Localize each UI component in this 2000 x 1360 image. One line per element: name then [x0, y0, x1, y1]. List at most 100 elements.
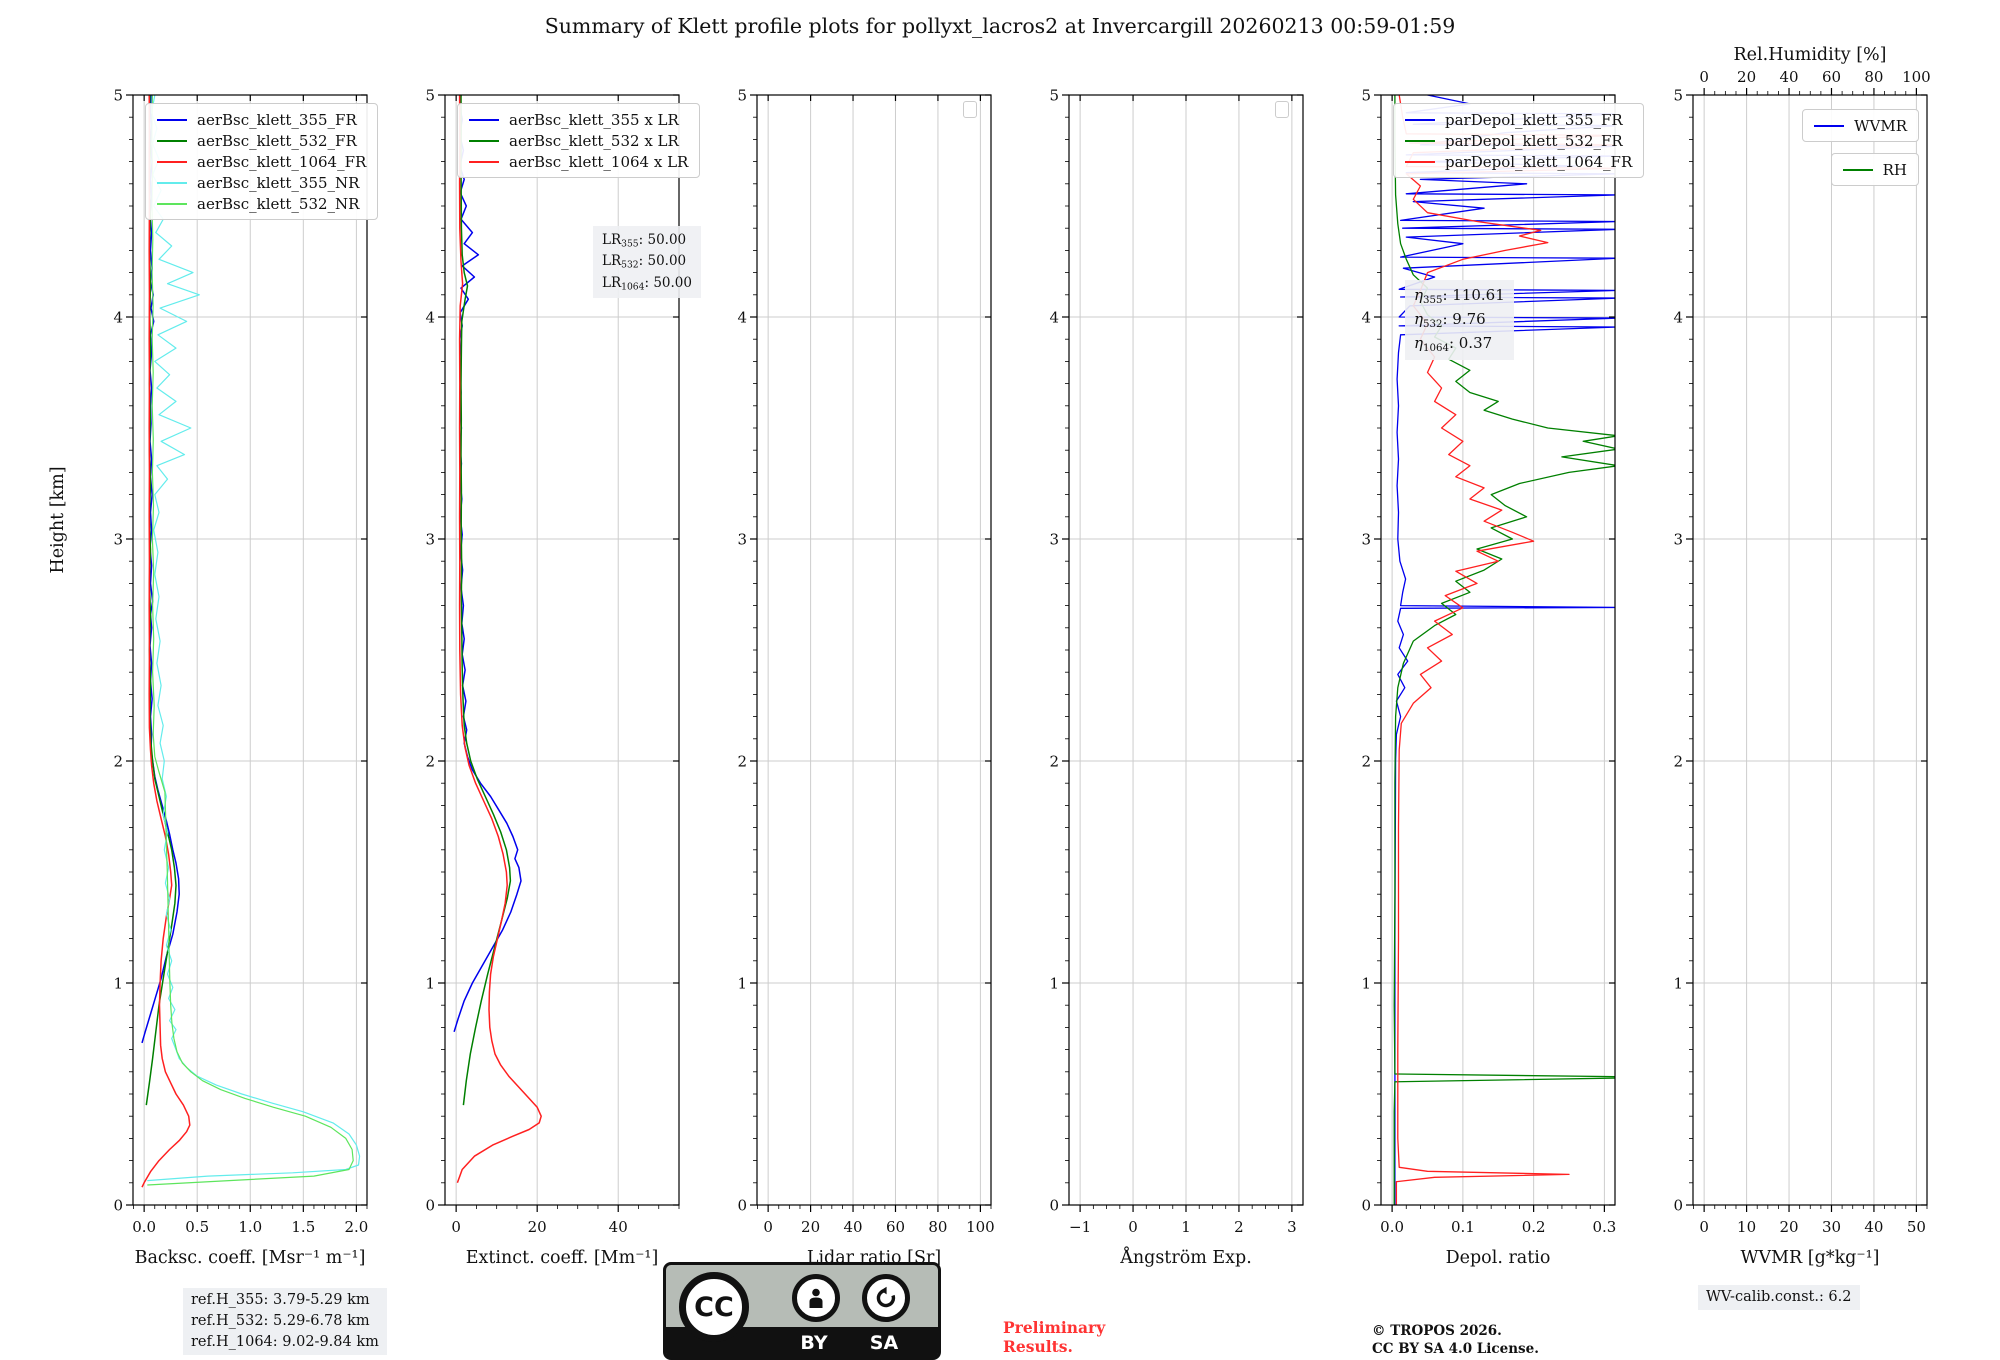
x-tick-label: 0	[763, 1218, 773, 1236]
legend-item: parDepol_klett_1064_FR	[1405, 151, 1632, 172]
person-icon	[809, 1288, 823, 1308]
y-tick-label: 4	[1361, 309, 1371, 327]
y-tick-label: 3	[1673, 531, 1683, 549]
y-tick-label: 2	[425, 753, 435, 771]
y-tick-label: 0	[1049, 1197, 1059, 1215]
x-tick-label: 0.2	[1522, 1218, 1546, 1236]
legend-swatch	[157, 118, 187, 121]
top-tick-label: 20	[1737, 68, 1756, 86]
series-parDepol_klett_532_FR	[1393, 95, 1615, 1205]
top-tick-label: 0	[1699, 68, 1709, 86]
cc-license-badge: CC BY SA	[663, 1262, 941, 1360]
x-tick-label: 20	[528, 1218, 547, 1236]
legend-item: parDepol_klett_355_FR	[1405, 109, 1632, 130]
y-tick-label: 5	[425, 87, 435, 105]
series-parDepol_klett_355_FR	[1394, 95, 1615, 1205]
x-tick-label: 80	[928, 1218, 947, 1236]
circular-arrow-icon	[876, 1286, 896, 1308]
preliminary-results-note: Preliminary Results.	[1003, 1318, 1106, 1357]
legend-label: aerBsc_klett_1064_FR	[197, 152, 367, 171]
x-tick-label: 1.5	[291, 1218, 315, 1236]
legend-label: WVMR	[1854, 116, 1907, 135]
x-tick-label: 20	[1779, 1218, 1798, 1236]
y-tick-label: 1	[113, 975, 123, 993]
lr-532-line: LR532: 50.00	[602, 253, 687, 271]
y-tick-label: 1	[737, 975, 747, 993]
legend-item: WVMR	[1814, 115, 1907, 136]
legend-swatch	[1814, 124, 1845, 127]
x-tick-label: 40	[609, 1218, 628, 1236]
legend-item: aerBsc_klett_532 x LR	[469, 130, 688, 151]
x-axis-label: WVMR [g*kg⁻¹]	[1741, 1248, 1880, 1268]
refh-532: ref.H_532: 5.29-6.78 km	[191, 1313, 370, 1330]
x-tick-label: 0.1	[1451, 1218, 1475, 1236]
backscatter-panel-legend: aerBsc_klett_355_FR aerBsc_klett_532_FR ae…	[145, 103, 379, 220]
page-title: Summary of Klett profile plots for polly…	[544, 14, 1456, 38]
attribution-person-icon	[792, 1274, 840, 1322]
y-tick-label: 2	[1673, 753, 1683, 771]
share-alike-icon	[862, 1274, 910, 1322]
x-tick-label: 30	[1822, 1218, 1841, 1236]
copyright-note: © TROPOS 2026. CC BY SA 4.0 License.	[1372, 1323, 1539, 1358]
x-axis-label: Backsc. coeff. [Msr⁻¹ m⁻¹]	[135, 1248, 366, 1268]
legend-swatch	[1405, 160, 1435, 163]
series-aerBsc_klett_532_NR	[147, 95, 354, 1186]
x-tick-label: 0.5	[185, 1218, 209, 1236]
top-tick-label: 40	[1779, 68, 1798, 86]
series-aerBsc_klett_532_FR	[145, 95, 177, 1106]
wvmr-panel-legend-wvmr: WVMR	[1802, 109, 1919, 142]
wv-calibration-annotation: WV-calib.const.: 6.2	[1698, 1285, 1860, 1311]
y-tick-label: 3	[425, 531, 435, 549]
lidar-ratio-annotation: LR355: 50.00 LR532: 50.00 LR1064: 50.00	[593, 226, 701, 298]
legend-label: aerBsc_klett_532_NR	[197, 194, 360, 213]
legend-label: parDepol_klett_532_FR	[1445, 131, 1623, 150]
x-tick-label: 20	[801, 1218, 820, 1236]
legend-item: parDepol_klett_532_FR	[1405, 130, 1632, 151]
legend-item: aerBsc_klett_532_NR	[157, 193, 366, 214]
x-tick-label: 10	[1737, 1218, 1756, 1236]
x-tick-label: 0	[1699, 1218, 1709, 1236]
y-tick-label: 3	[113, 531, 123, 549]
y-tick-label: 3	[1361, 531, 1371, 549]
x-tick-label: 1.0	[238, 1218, 262, 1236]
depol-panel-legend: parDepol_klett_355_FR parDepol_klett_532_…	[1393, 103, 1645, 178]
reference-height-annotation: ref.H_355: 3.79-5.29 km ref.H_532: 5.29-…	[183, 1288, 387, 1356]
x-tick-label: 3	[1287, 1218, 1297, 1236]
y-tick-label: 1	[1673, 975, 1683, 993]
x-tick-label: 40	[843, 1218, 862, 1236]
y-tick-label: 2	[1361, 753, 1371, 771]
x-tick-label: 0.0	[1380, 1218, 1404, 1236]
series-aerBsc_klett_355_FR	[141, 95, 180, 1044]
cc-by-label: BY	[800, 1332, 828, 1354]
legend-swatch	[157, 202, 187, 205]
x-tick-label: 100	[966, 1218, 995, 1236]
x-tick-label: 60	[886, 1218, 905, 1236]
x-tick-label: 0	[1128, 1218, 1138, 1236]
legend-swatch	[1405, 118, 1435, 121]
series-aerBsc_klett_355_x_LR	[453, 95, 522, 1033]
legend-label: parDepol_klett_355_FR	[1445, 110, 1623, 129]
legend-label: aerBsc_klett_355_FR	[197, 110, 357, 129]
legend-item: aerBsc_klett_355_FR	[157, 109, 366, 130]
x-axis-label: Ångström Exp.	[1119, 1247, 1252, 1268]
y-tick-label: 4	[425, 309, 435, 327]
x-tick-label: 1	[1181, 1218, 1191, 1236]
y-tick-label: 2	[113, 753, 123, 771]
legend-label: aerBsc_klett_355 x LR	[509, 110, 679, 129]
legend-swatch	[469, 118, 499, 121]
top-tick-label: 100	[1902, 68, 1931, 86]
y-tick-label: 3	[737, 531, 747, 549]
y-tick-label: 3	[1049, 531, 1059, 549]
legend-item: RH	[1842, 159, 1907, 180]
eta-532-line: η532: 9.76	[1414, 310, 1486, 330]
lidar-ratio-panel-legend-empty	[963, 101, 977, 118]
x-tick-label: 0.3	[1592, 1218, 1616, 1236]
series-aerBsc_klett_355_NR	[147, 95, 361, 1182]
legend-label: aerBsc_klett_532 x LR	[509, 131, 679, 150]
legend-swatch	[469, 160, 499, 163]
x-tick-label: 0	[451, 1218, 461, 1236]
legend-swatch	[1405, 139, 1435, 142]
y-tick-label: 5	[1049, 87, 1059, 105]
legend-item: aerBsc_klett_1064_FR	[157, 151, 366, 172]
